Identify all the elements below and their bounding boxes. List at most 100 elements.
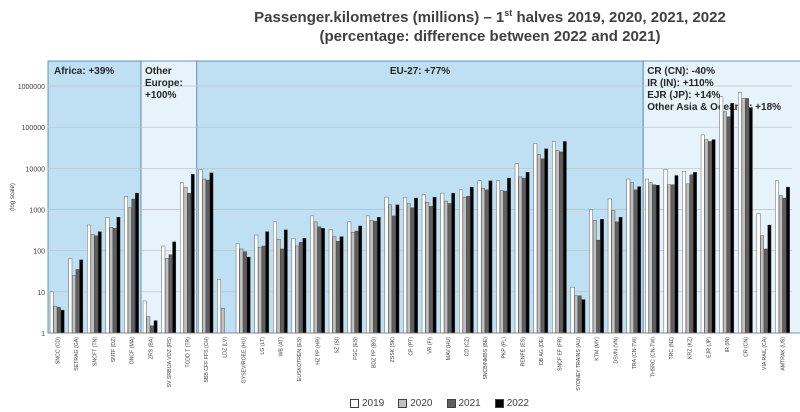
bar-2019: [440, 192, 445, 334]
bar-2020: [444, 200, 448, 334]
bar-2022: [562, 141, 567, 334]
legend-item: 2020: [398, 398, 433, 409]
bar-2020: [611, 210, 616, 334]
bar-2021: [243, 251, 247, 334]
bar-2020: [295, 245, 299, 334]
bar-2021: [131, 198, 136, 334]
legend-item: 2021: [446, 398, 481, 409]
bar-2021: [540, 158, 545, 334]
bar-2019: [570, 286, 575, 334]
bar-2022: [395, 204, 400, 334]
bar-2020: [351, 232, 355, 334]
bar-2022: [135, 192, 139, 334]
x-tick-label: KTM (MY): [595, 337, 601, 361]
bar-2019: [328, 229, 333, 334]
legend-item: 2019: [350, 398, 384, 409]
x-tick-label: SZ (SI): [334, 337, 340, 354]
group-region-2: [196, 60, 644, 334]
bar-2022: [190, 174, 195, 334]
bar-2021: [112, 228, 117, 334]
x-tick-label: TRA (CN-TW): [632, 337, 638, 370]
bar-2020: [630, 182, 634, 334]
bar-2021: [726, 116, 731, 334]
bar-2019: [124, 196, 128, 334]
bar-2020: [369, 219, 374, 334]
bar-2019: [533, 143, 538, 334]
group-label: Africa: +39%: [54, 66, 114, 77]
bar-2021: [57, 307, 61, 334]
bar-2019: [161, 245, 166, 334]
legend-label: 2021: [458, 398, 481, 409]
x-tick-label: IR (IN): [725, 337, 731, 353]
bar-2022: [283, 229, 288, 334]
x-tick-label: PKP (PL): [502, 337, 508, 359]
legend-swatch: [494, 399, 504, 408]
bar-2021: [336, 240, 340, 334]
bar-2019: [626, 178, 631, 334]
bar-2020: [53, 305, 58, 334]
bar-2022: [302, 238, 307, 334]
legend: 2019 2020 2021 2022: [350, 398, 529, 409]
bar-2021: [447, 203, 452, 334]
bar-2019: [700, 134, 705, 334]
bar-2021: [503, 190, 508, 334]
bar-2022: [414, 197, 418, 334]
bar-2022: [60, 309, 65, 334]
bar-2021: [150, 325, 154, 334]
bar-2019: [775, 180, 779, 334]
bar-2021: [577, 295, 582, 334]
bar-2020: [202, 178, 207, 334]
x-tick-label: CR (CN): [744, 337, 750, 357]
bar-2020: [685, 183, 690, 334]
x-tick-label: GYSEV/ROEE (HU): [241, 337, 247, 384]
bar-2019: [384, 196, 389, 334]
x-tick-label: SNCC (CD): [55, 337, 61, 364]
bar-2021: [354, 230, 359, 334]
bar-2020: [741, 98, 746, 334]
bar-2019: [235, 243, 240, 334]
legend-item: 2022: [494, 398, 529, 409]
legend-label: 2019: [362, 398, 385, 409]
x-tick-label: SV SRBIJA VOZ (RS): [167, 337, 173, 388]
bar-2020: [388, 204, 392, 334]
bar-2020: [258, 247, 262, 334]
bar-2021: [522, 177, 526, 334]
title-superscript: st: [504, 8, 513, 18]
bar-2022: [451, 192, 456, 334]
bar-2019: [477, 180, 482, 334]
bar-2021: [670, 184, 675, 334]
x-tick-label: EUSKOTREN (ES): [297, 337, 303, 381]
bar-2022: [321, 228, 325, 334]
bar-2022: [376, 217, 381, 334]
bar-2021: [187, 192, 192, 334]
y-tick-label: 1: [41, 331, 45, 338]
bar-2021: [615, 221, 619, 334]
x-tick-label: SNCF EF (FR): [558, 337, 564, 371]
group-label: +100%: [145, 90, 177, 101]
title-line-1: Passenger.kilometres (millions) – 1st ha…: [180, 4, 800, 27]
x-tick-label: AMTRAK (US): [781, 337, 787, 371]
bar-2022: [544, 148, 549, 334]
bar-2021: [633, 189, 638, 334]
x-tick-label: FGC (ES): [353, 337, 359, 360]
x-tick-label: VIA RAIL (CA): [762, 337, 768, 370]
bar-2022: [674, 175, 679, 334]
bar-2021: [596, 239, 601, 334]
bar-2019: [198, 169, 203, 334]
legend-swatch: [446, 399, 456, 408]
bar-2022: [488, 180, 493, 334]
x-tick-label: SNTF (DZ): [111, 337, 117, 363]
bar-2019: [682, 171, 686, 334]
bar-2021: [168, 254, 173, 334]
x-tick-label: THSRC (CN-TW): [651, 337, 657, 377]
group-label: CR (CN): -40%: [647, 66, 715, 77]
bar-2021: [391, 215, 396, 334]
bar-2022: [97, 231, 102, 334]
bar-2022: [637, 186, 642, 334]
bar-2019: [291, 238, 296, 334]
bar-2021: [298, 242, 303, 334]
legend-label: 2022: [506, 398, 529, 409]
x-tick-label: RENFE (ES): [520, 337, 526, 367]
bar-2022: [581, 299, 586, 334]
bar-2020: [760, 235, 765, 334]
